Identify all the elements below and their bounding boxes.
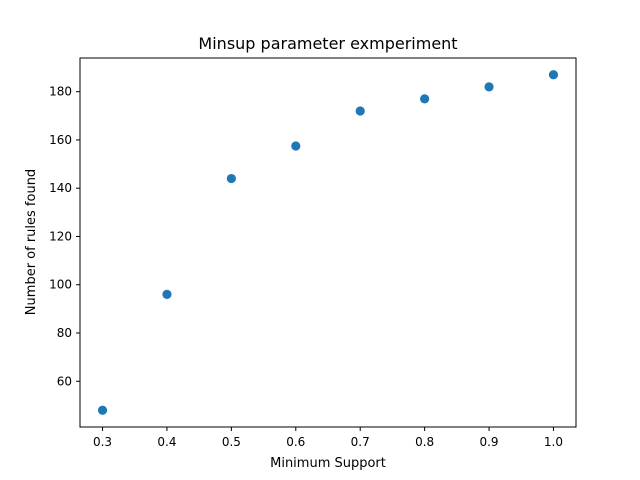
y-tick-label: 140: [49, 181, 72, 195]
data-point: [548, 70, 559, 80]
y-tick-label: 180: [49, 85, 72, 99]
y-tick-label: 60: [57, 374, 72, 388]
scatter-points: [97, 70, 559, 415]
y-tick-label: 160: [49, 133, 72, 147]
data-point: [420, 94, 430, 104]
chart-title: Minsup parameter exmperiment: [198, 34, 457, 53]
x-tick-label: 0.4: [157, 435, 176, 449]
data-point: [162, 289, 172, 299]
x-tick-label: 0.5: [222, 435, 241, 449]
y-axis-label: Number of rules found: [24, 169, 39, 315]
plot-area-frame: [79, 57, 577, 428]
y-axis-ticks: 60 80 100 120 140 160 180: [49, 85, 80, 388]
y-tick-label: 100: [49, 278, 72, 292]
x-tick-label: 0.8: [415, 435, 434, 449]
data-point: [291, 141, 301, 151]
data-point: [226, 173, 236, 184]
x-tick-label: 0.9: [479, 435, 498, 449]
y-tick-label: 120: [49, 229, 72, 243]
x-tick-label: 1.0: [544, 435, 563, 449]
y-tick-label: 80: [57, 326, 72, 340]
data-point: [484, 82, 494, 92]
x-tick-label: 0.7: [351, 435, 370, 449]
x-tick-label: 0.3: [93, 435, 112, 449]
data-point: [97, 405, 108, 415]
x-tick-label: 0.6: [286, 435, 305, 449]
x-axis-ticks: 0.3 0.4 0.5 0.6 0.7 0.8 0.9 1.0: [93, 427, 563, 449]
x-axis-label: Minimum Support: [270, 456, 386, 471]
data-point: [355, 106, 365, 116]
